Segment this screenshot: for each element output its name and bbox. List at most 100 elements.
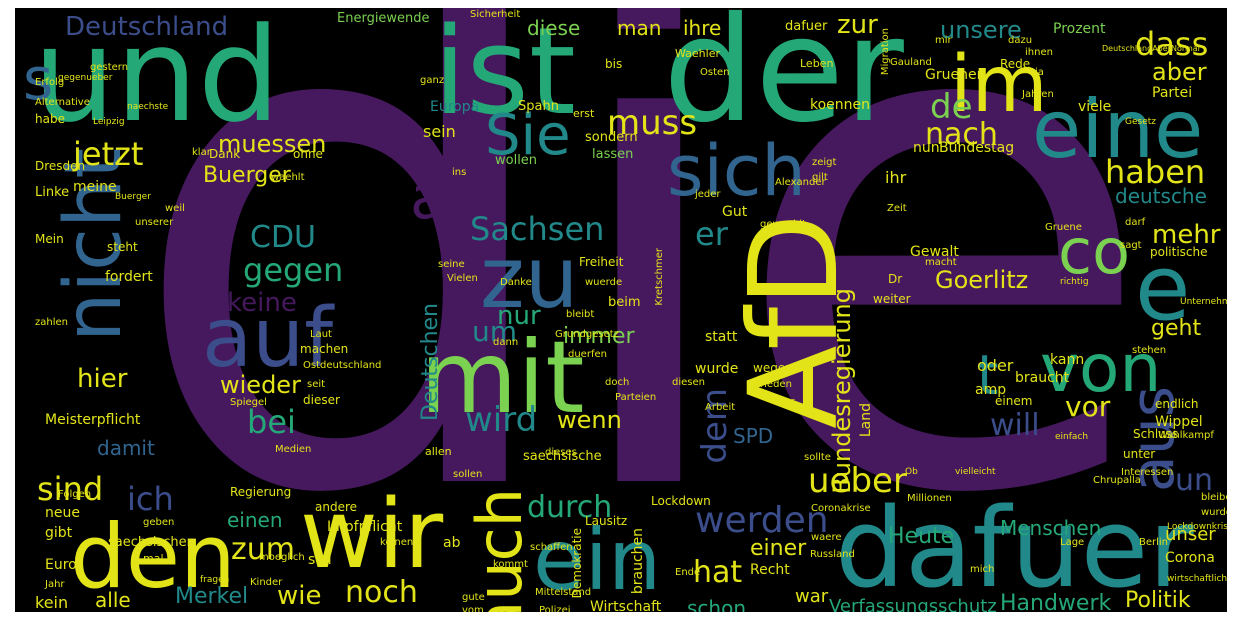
- word-duerfen: duerfen: [568, 349, 607, 360]
- word-chrupalla: Chrupalla: [1093, 475, 1141, 486]
- word-zur: zur: [837, 10, 878, 40]
- word-schluss: Schluss: [1133, 427, 1179, 441]
- word-freiheit: Freiheit: [579, 255, 624, 269]
- word-die: die: [125, 8, 1158, 612]
- word-deutschland: Deutschland: [65, 12, 229, 42]
- word-dieser: dieser: [303, 393, 340, 407]
- word-leipzig: Leipzig: [93, 117, 125, 127]
- word-e: e: [1135, 236, 1191, 341]
- word-nur: nur: [497, 301, 541, 331]
- word-politische: politische: [1150, 245, 1208, 259]
- word-dafuer-big: dafuer: [835, 484, 1194, 612]
- word-unsere: unsere: [940, 16, 1022, 44]
- word-der: der: [663, 8, 904, 155]
- word-gute: gute: [462, 592, 485, 603]
- word-alexander: Alexander: [775, 177, 826, 188]
- word-un: un: [1175, 463, 1214, 498]
- word-haben: haben: [1105, 153, 1206, 191]
- word-grundgesetz: Grundgesetz: [555, 329, 619, 340]
- word-keine: keine: [227, 288, 297, 318]
- word-keinen: keinen: [380, 537, 414, 548]
- word-gruenen: Gruenen: [925, 67, 986, 83]
- word-aber: aber: [1152, 58, 1207, 86]
- word-medien: Medien: [275, 444, 312, 455]
- word-kommt: kommt: [493, 559, 528, 570]
- word-dank: Dank: [209, 147, 241, 161]
- word-und: und: [33, 8, 281, 151]
- word-wird: wird: [465, 400, 538, 440]
- word-mittelstand: Mittelstand: [535, 587, 592, 598]
- word-wegen: wegen: [753, 361, 793, 375]
- word-prozent: Prozent: [1053, 21, 1106, 37]
- word-spd: SPD: [733, 424, 774, 448]
- word-weil: weil: [165, 203, 185, 214]
- word-wuerde: wuerde: [585, 277, 623, 288]
- word-verfassungsschutz: Verfassungsschutz: [829, 596, 997, 613]
- word-eine: eine: [1032, 83, 1204, 176]
- word-vom: vom: [462, 605, 484, 613]
- word-dresden: Dresden: [35, 159, 86, 173]
- word-bleibt: bleibt: [566, 309, 595, 320]
- word-muessen: muessen: [218, 130, 327, 158]
- word-spahn: Spahn: [518, 99, 559, 114]
- word-wenn: wenn: [557, 406, 622, 434]
- word-linke: Linke: [35, 185, 70, 200]
- word-wahlkampf: Wahlkampf: [1158, 430, 1214, 441]
- word-vielen: Vielen: [447, 273, 478, 284]
- word-einfach: einfach: [1055, 432, 1089, 442]
- word-unser: unser: [1165, 524, 1216, 545]
- word-andere: andere: [315, 500, 358, 514]
- word-zahlen: zahlen: [35, 317, 68, 328]
- word-waere: waere: [811, 532, 842, 543]
- word-er: er: [695, 215, 728, 253]
- word-millionen: Millionen: [907, 493, 952, 504]
- word-wippel: Wippel: [1155, 414, 1203, 430]
- word-ende: Ende: [675, 567, 701, 578]
- word-bleiben: bleiben: [1201, 492, 1227, 503]
- word-danke: Danke: [500, 277, 532, 288]
- word-zeigt: zeigt: [812, 157, 837, 168]
- word-seit: seit: [307, 379, 326, 390]
- word-sachsen: Sachsen: [470, 210, 605, 248]
- word-deutschlandabernormal: DeutschlandAberNormal: [1102, 44, 1200, 53]
- word-gauland: Gauland: [890, 57, 932, 68]
- word-im: im: [950, 40, 1048, 130]
- word-interessen: Interessen: [1121, 467, 1174, 478]
- word-partei: Partei: [1152, 85, 1193, 101]
- word-euro: Euro: [45, 557, 77, 573]
- word-sein: sein: [423, 122, 456, 141]
- word-impfpflicht: Impfpflicht: [327, 519, 403, 535]
- word-statt: statt: [705, 329, 738, 345]
- word-ihre: ihre: [683, 16, 722, 40]
- word-bis: bis: [605, 57, 623, 71]
- word-osten: Osten: [700, 67, 730, 78]
- word-immer: immer: [563, 324, 635, 349]
- word-berlin: Berlin: [1139, 537, 1169, 548]
- word-politik: Politik: [1125, 588, 1191, 612]
- word-macht: macht: [925, 257, 957, 268]
- word-arbeit: Arbeit: [705, 402, 736, 413]
- word-braucht: braucht: [1015, 370, 1070, 386]
- word-mir: mir: [935, 35, 952, 46]
- word-corona: Corona: [1165, 550, 1215, 566]
- word-s: s: [23, 45, 54, 113]
- word-lassen: lassen: [592, 147, 634, 162]
- word-lockdown: Lockdown: [651, 494, 711, 508]
- word-ganz: ganz: [420, 75, 445, 86]
- word-gegenueber: gegenueber: [58, 73, 113, 83]
- word-geben: geben: [143, 517, 175, 528]
- word-wirtschaft: Wirtschaft: [590, 599, 662, 612]
- word-sondern: sondern: [585, 130, 638, 145]
- word-neue: neue: [45, 505, 80, 521]
- word-dieses: dieses: [545, 447, 577, 458]
- word-ist: ist: [433, 8, 576, 142]
- word-jetzt: jetzt: [73, 135, 144, 173]
- word-um: um: [472, 315, 518, 348]
- word-stehen: stehen: [1132, 345, 1167, 356]
- word-sagt: sagt: [1120, 240, 1142, 251]
- word-sicherheit: Sicherheit: [470, 9, 521, 20]
- word-seine: seine: [438, 259, 465, 270]
- word-einen: einen: [227, 508, 283, 532]
- word-war: war: [795, 586, 829, 607]
- word-parteien: Parteien: [615, 392, 657, 403]
